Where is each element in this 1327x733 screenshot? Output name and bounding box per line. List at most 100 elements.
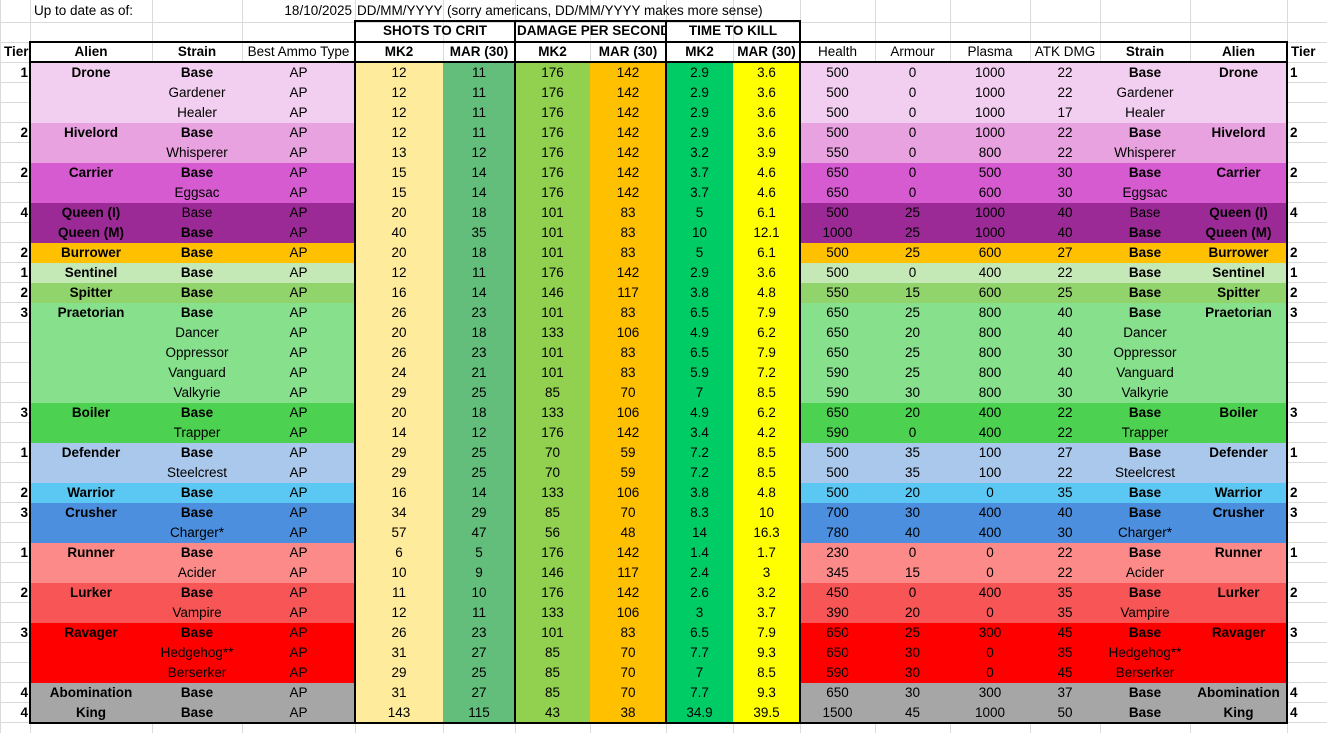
strain-cell-right[interactable]: Base (1100, 543, 1190, 563)
alien-cell-right[interactable] (1190, 343, 1287, 363)
strain-cell[interactable]: Base (152, 543, 242, 563)
header-shots-mar[interactable]: MAR (30) (449, 44, 509, 59)
ttk-mar-cell[interactable]: 12.1 (733, 223, 800, 243)
dps-mk2-cell[interactable]: 176 (515, 163, 590, 183)
shots-mar-cell[interactable]: 25 (443, 663, 515, 683)
dps-mar-cell[interactable]: 48 (590, 523, 666, 543)
strain-cell-right[interactable]: Base (1100, 163, 1190, 183)
dps-mk2-cell[interactable]: 101 (515, 203, 590, 223)
ttk-mk2-cell[interactable]: 7.7 (666, 683, 733, 703)
health-cell[interactable]: 500 (800, 83, 875, 103)
header-strain[interactable]: Strain (177, 44, 217, 59)
strain-cell-right[interactable]: Valkyrie (1100, 383, 1190, 403)
dps-mar-cell[interactable]: 117 (590, 563, 666, 583)
tier-cell[interactable]: 4 (20, 205, 28, 220)
tier-cell[interactable] (0, 363, 30, 383)
plasma-cell[interactable]: 800 (950, 363, 1030, 383)
alien-cell-right[interactable] (1190, 523, 1287, 543)
health-cell[interactable]: 590 (800, 363, 875, 383)
strain-cell-right[interactable]: Base (1100, 503, 1190, 523)
tier-cell-right[interactable] (1287, 423, 1327, 443)
health-cell[interactable]: 500 (800, 203, 875, 223)
tier-cell-right[interactable]: 1 (1290, 445, 1298, 460)
shots-mk2-cell[interactable]: 29 (355, 383, 443, 403)
alien-cell[interactable]: Spitter (30, 283, 152, 303)
alien-cell-right[interactable]: Spitter (1190, 283, 1287, 303)
health-cell[interactable]: 230 (800, 543, 875, 563)
shots-mar-cell[interactable]: 9 (443, 563, 515, 583)
plasma-cell[interactable]: 1000 (950, 103, 1030, 123)
tier-cell-right[interactable] (1287, 663, 1327, 683)
shots-mk2-cell[interactable]: 12 (355, 63, 443, 83)
ttk-mk2-cell[interactable]: 1.4 (666, 543, 733, 563)
ttk-mar-cell[interactable]: 6.2 (733, 403, 800, 423)
armour-cell[interactable]: 15 (875, 283, 950, 303)
alien-cell[interactable] (30, 343, 152, 363)
dps-mk2-cell[interactable]: 56 (515, 523, 590, 543)
strain-cell[interactable]: Acider (152, 563, 242, 583)
armour-cell[interactable]: 0 (875, 83, 950, 103)
strain-cell-right[interactable]: Hedgehog** (1100, 643, 1190, 663)
strain-cell[interactable]: Dancer (152, 323, 242, 343)
ttk-mar-cell[interactable]: 1.7 (733, 543, 800, 563)
alien-cell[interactable] (30, 663, 152, 683)
strain-cell-right[interactable]: Base (1100, 203, 1190, 223)
strain-cell[interactable]: Eggsac (152, 183, 242, 203)
alien-cell[interactable]: Warrior (30, 483, 152, 503)
ttk-mar-cell[interactable]: 7.9 (733, 303, 800, 323)
alien-cell[interactable]: Runner (30, 543, 152, 563)
armour-cell[interactable]: 35 (875, 463, 950, 483)
atk-dmg-cell[interactable]: 22 (1030, 563, 1100, 583)
ttk-mk2-cell[interactable]: 3.8 (666, 283, 733, 303)
health-cell[interactable]: 650 (800, 683, 875, 703)
shots-mk2-cell[interactable]: 29 (355, 443, 443, 463)
dps-mk2-cell[interactable]: 146 (515, 563, 590, 583)
plasma-cell[interactable]: 600 (950, 243, 1030, 263)
health-cell[interactable]: 500 (800, 483, 875, 503)
armour-cell[interactable]: 35 (875, 443, 950, 463)
tier-cell-right[interactable] (1287, 463, 1327, 483)
armour-cell[interactable]: 0 (875, 423, 950, 443)
armour-cell[interactable]: 0 (875, 103, 950, 123)
health-cell[interactable]: 500 (800, 463, 875, 483)
shots-mk2-cell[interactable]: 12 (355, 103, 443, 123)
plasma-cell[interactable]: 1000 (950, 83, 1030, 103)
dps-mar-cell[interactable]: 70 (590, 663, 666, 683)
alien-cell[interactable]: Defender (30, 443, 152, 463)
alien-cell[interactable]: Sentinel (30, 263, 152, 283)
ttk-mk2-cell[interactable]: 2.9 (666, 103, 733, 123)
strain-cell[interactable]: Base (152, 243, 242, 263)
tier-cell-right[interactable]: 2 (1290, 165, 1298, 180)
health-cell[interactable]: 550 (800, 283, 875, 303)
alien-cell[interactable]: Praetorian (30, 303, 152, 323)
strain-cell[interactable]: Base (152, 203, 242, 223)
ammo-cell[interactable]: AP (242, 223, 355, 243)
strain-cell-right[interactable]: Base (1100, 63, 1190, 83)
ttk-mar-cell[interactable]: 39.5 (733, 703, 800, 723)
plasma-cell[interactable]: 1000 (950, 203, 1030, 223)
meta-note[interactable]: (sorry americans, DD/MM/YYYY makes more … (447, 3, 763, 18)
alien-cell-right[interactable] (1190, 423, 1287, 443)
atk-dmg-cell[interactable]: 27 (1030, 243, 1100, 263)
dps-mar-cell[interactable]: 83 (590, 203, 666, 223)
ttk-mk2-cell[interactable]: 3 (666, 603, 733, 623)
alien-cell-right[interactable] (1190, 183, 1287, 203)
dps-mar-cell[interactable]: 70 (590, 683, 666, 703)
alien-cell-right[interactable] (1190, 323, 1287, 343)
ammo-cell[interactable]: AP (242, 563, 355, 583)
strain-cell[interactable]: Valkyrie (152, 383, 242, 403)
dps-mar-cell[interactable]: 142 (590, 143, 666, 163)
ttk-mk2-cell[interactable]: 5 (666, 203, 733, 223)
ttk-mar-cell[interactable]: 4.8 (733, 483, 800, 503)
shots-mar-cell[interactable]: 14 (443, 183, 515, 203)
plasma-cell[interactable]: 400 (950, 403, 1030, 423)
plasma-cell[interactable]: 0 (950, 543, 1030, 563)
strain-cell-right[interactable]: Base (1100, 703, 1190, 723)
armour-cell[interactable]: 30 (875, 683, 950, 703)
atk-dmg-cell[interactable]: 22 (1030, 463, 1100, 483)
dps-mk2-cell[interactable]: 176 (515, 83, 590, 103)
alien-cell[interactable] (30, 383, 152, 403)
dps-mar-cell[interactable]: 83 (590, 223, 666, 243)
alien-cell-right[interactable] (1190, 143, 1287, 163)
strain-cell[interactable]: Base (152, 623, 242, 643)
